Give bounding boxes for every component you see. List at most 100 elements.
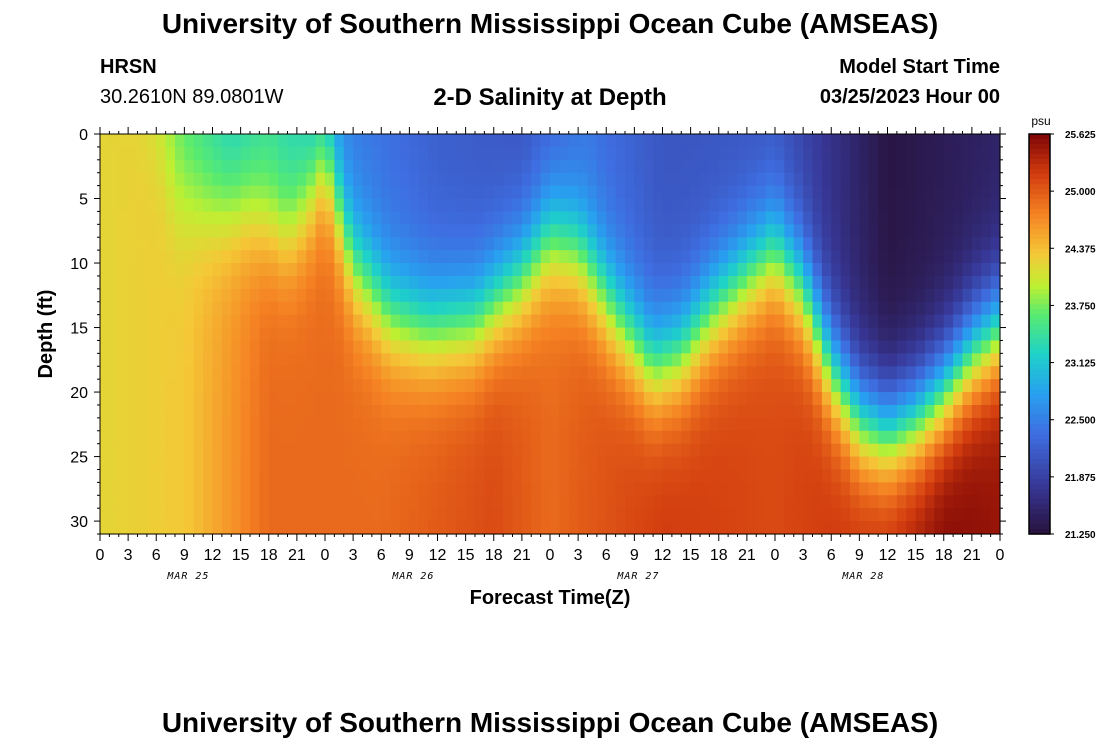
heatmap-cell	[521, 327, 532, 342]
colorbar-step	[1029, 494, 1050, 500]
heatmap-cell	[971, 327, 982, 342]
heatmap-cell	[643, 327, 654, 342]
heatmap-cell	[165, 288, 176, 303]
heatmap-cell	[540, 443, 551, 458]
heatmap-cell	[315, 482, 326, 496]
heatmap-cell	[653, 495, 664, 509]
heatmap-cell	[596, 508, 607, 522]
heatmap-cell	[221, 456, 232, 471]
heatmap-cell	[596, 456, 607, 471]
heatmap-cell	[137, 314, 148, 329]
heatmap-cell	[615, 430, 626, 445]
heatmap-cell	[165, 340, 176, 354]
heatmap-cell	[925, 288, 935, 303]
colorbar-step	[1029, 209, 1050, 215]
heatmap-cell	[756, 469, 767, 483]
heatmap-cell	[775, 417, 785, 432]
heatmap-cell	[775, 327, 785, 342]
heatmap-cell	[259, 314, 270, 329]
heatmap-cell	[887, 469, 898, 483]
heatmap-cell	[146, 430, 157, 445]
heatmap-cell	[793, 159, 804, 174]
heatmap-cell	[850, 172, 860, 187]
heatmap-cell	[962, 521, 973, 535]
x-tick-label: 12	[654, 547, 672, 564]
heatmap-cell	[268, 495, 279, 509]
heatmap-cell	[925, 250, 935, 264]
heatmap-cell	[775, 301, 785, 316]
heatmap-cell	[625, 353, 635, 367]
heatmap-cell	[718, 301, 729, 316]
heatmap-cell	[662, 172, 673, 187]
heatmap-cell	[428, 508, 439, 522]
heatmap-cell	[250, 456, 260, 471]
heatmap-cell	[803, 159, 814, 174]
colorbar-step	[1029, 409, 1050, 415]
heatmap-cell	[418, 482, 429, 496]
heatmap-cell	[587, 469, 598, 483]
heatmap-cell	[334, 340, 345, 354]
heatmap-cell	[315, 353, 326, 367]
heatmap-cell	[137, 288, 148, 303]
heatmap-cell	[868, 521, 879, 535]
heatmap-cell	[831, 443, 842, 458]
heatmap-cell	[915, 340, 926, 354]
heatmap-cell	[437, 237, 448, 251]
heatmap-cell	[221, 301, 232, 316]
heatmap-cell	[353, 263, 364, 277]
heatmap-cell	[859, 469, 870, 483]
heatmap-cell	[184, 379, 195, 393]
heatmap-cell	[259, 392, 270, 406]
heatmap-cell	[503, 327, 514, 342]
heatmap-cell	[596, 146, 607, 161]
heatmap-cell	[343, 250, 354, 264]
heatmap-cell	[971, 134, 982, 148]
heatmap-cell	[334, 250, 345, 264]
heatmap-cell	[240, 404, 251, 419]
heatmap-cell	[578, 482, 589, 496]
heatmap-cell	[128, 250, 139, 264]
heatmap-cell	[615, 288, 626, 303]
heatmap-cell	[643, 443, 654, 458]
heatmap-cell	[390, 211, 401, 225]
heatmap-cell	[400, 146, 410, 161]
heatmap-cell	[596, 340, 607, 354]
heatmap-cell	[653, 301, 664, 316]
heatmap-cell	[737, 430, 748, 445]
heatmap-cell	[240, 211, 251, 225]
heatmap-cell	[653, 404, 664, 419]
heatmap-cell	[868, 443, 879, 458]
heatmap-cell	[315, 443, 326, 458]
heatmap-cell	[587, 366, 598, 380]
heatmap-cell	[118, 482, 129, 496]
heatmap-cell	[381, 301, 392, 316]
heatmap-cell	[493, 456, 504, 471]
heatmap-cell	[662, 301, 673, 316]
heatmap-cell	[409, 443, 420, 458]
heatmap-cell	[259, 379, 270, 393]
heatmap-cell	[990, 379, 1001, 393]
heatmap-cell	[484, 521, 495, 535]
heatmap-cell	[456, 469, 467, 483]
heatmap-cell	[334, 430, 345, 445]
heatmap-cell	[465, 211, 476, 225]
heatmap-cell	[231, 172, 242, 187]
heatmap-cell	[887, 301, 898, 316]
heatmap-cell	[765, 263, 776, 277]
heatmap-cell	[634, 521, 645, 535]
heatmap-cell	[250, 508, 260, 522]
heatmap-cell	[568, 353, 579, 367]
heatmap-cell	[353, 172, 364, 187]
heatmap-cell	[981, 134, 992, 148]
heatmap-cell	[381, 482, 392, 496]
heatmap-cell	[146, 275, 157, 290]
heatmap-cell	[765, 224, 776, 238]
heatmap-cell	[212, 250, 223, 264]
heatmap-cell	[596, 469, 607, 483]
heatmap-cell	[981, 456, 992, 471]
heatmap-cell	[746, 353, 757, 367]
heatmap-cell	[390, 379, 401, 393]
heatmap-cell	[418, 134, 429, 148]
heatmap-cell	[446, 417, 457, 432]
heatmap-cell	[634, 275, 645, 290]
